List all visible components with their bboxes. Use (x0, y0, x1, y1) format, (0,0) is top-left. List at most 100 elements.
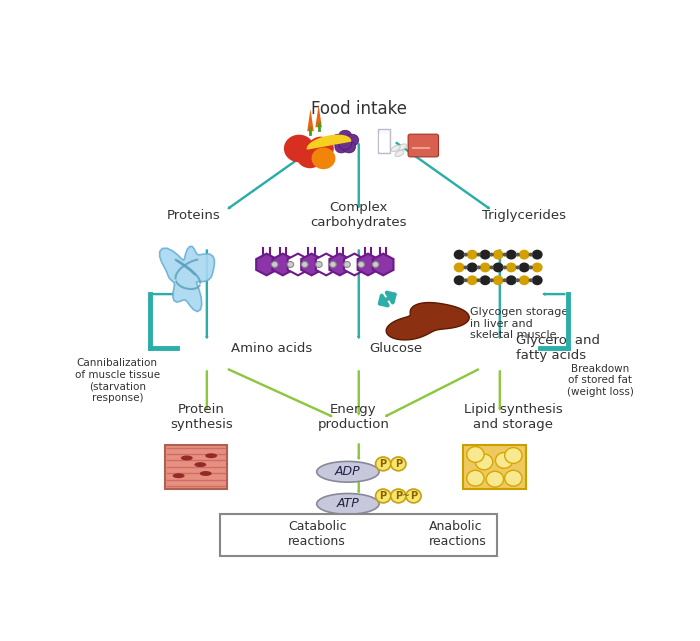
Circle shape (308, 137, 334, 160)
Circle shape (467, 276, 477, 285)
Ellipse shape (316, 494, 379, 514)
Text: Food intake: Food intake (311, 100, 407, 118)
Text: P: P (395, 459, 402, 469)
Circle shape (335, 141, 348, 153)
Text: Triglycerides: Triglycerides (482, 208, 566, 222)
Text: Breakdown
of stored fat
(weight loss): Breakdown of stored fat (weight loss) (567, 364, 634, 397)
Circle shape (532, 276, 542, 285)
Ellipse shape (395, 151, 404, 156)
Polygon shape (301, 254, 322, 276)
Ellipse shape (195, 462, 206, 467)
Circle shape (272, 262, 278, 267)
Circle shape (528, 278, 533, 282)
Ellipse shape (316, 462, 379, 482)
Polygon shape (256, 254, 277, 276)
Circle shape (302, 262, 308, 267)
Circle shape (515, 265, 520, 269)
Circle shape (515, 253, 520, 256)
Circle shape (296, 144, 323, 168)
Circle shape (486, 471, 503, 487)
Circle shape (372, 262, 379, 267)
Polygon shape (288, 254, 308, 276)
Polygon shape (307, 109, 314, 131)
Circle shape (376, 457, 391, 470)
Polygon shape (386, 303, 469, 340)
Circle shape (503, 278, 507, 282)
FancyBboxPatch shape (378, 129, 390, 153)
Polygon shape (316, 254, 337, 276)
Circle shape (454, 276, 465, 285)
Polygon shape (344, 254, 365, 276)
Circle shape (284, 135, 314, 162)
Circle shape (339, 138, 351, 149)
Circle shape (342, 141, 356, 153)
Text: Energy
production: Energy production (317, 403, 389, 431)
Text: Glycerol and
fatty acids: Glycerol and fatty acids (516, 335, 600, 362)
Circle shape (519, 276, 530, 285)
Circle shape (528, 253, 533, 256)
Text: P: P (410, 491, 417, 501)
Circle shape (312, 147, 335, 169)
Circle shape (463, 278, 468, 282)
Circle shape (454, 249, 465, 260)
Circle shape (532, 249, 542, 260)
Text: Catabolic
reactions: Catabolic reactions (288, 520, 347, 549)
Polygon shape (358, 254, 378, 276)
Circle shape (489, 278, 493, 282)
Circle shape (391, 489, 406, 503)
Circle shape (480, 249, 491, 260)
Polygon shape (272, 254, 293, 276)
Circle shape (506, 276, 517, 285)
Circle shape (503, 265, 507, 269)
Text: P: P (379, 459, 386, 469)
Circle shape (358, 262, 365, 267)
Circle shape (475, 454, 493, 470)
Text: Protein
synthesis: Protein synthesis (170, 403, 233, 431)
Circle shape (467, 249, 477, 260)
Circle shape (344, 262, 350, 267)
Text: Glucose: Glucose (370, 342, 423, 355)
Circle shape (467, 470, 484, 486)
Circle shape (287, 262, 294, 267)
Circle shape (332, 134, 344, 146)
Circle shape (454, 263, 465, 272)
Text: Anabolic
reactions: Anabolic reactions (429, 520, 487, 549)
Circle shape (519, 249, 530, 260)
Text: ATP: ATP (337, 497, 359, 510)
Text: Complex
carbohydrates: Complex carbohydrates (311, 201, 407, 229)
Text: ~: ~ (402, 491, 410, 501)
Circle shape (489, 265, 493, 269)
Circle shape (505, 470, 522, 486)
FancyBboxPatch shape (379, 134, 389, 153)
Circle shape (493, 249, 503, 260)
Circle shape (467, 447, 484, 462)
Circle shape (515, 278, 520, 282)
Polygon shape (315, 105, 322, 128)
Ellipse shape (181, 456, 192, 460)
Text: P: P (379, 491, 386, 501)
Ellipse shape (391, 146, 400, 151)
Circle shape (477, 265, 481, 269)
Ellipse shape (173, 473, 185, 478)
FancyBboxPatch shape (220, 513, 497, 556)
Text: P: P (395, 491, 402, 501)
Circle shape (528, 265, 533, 269)
Circle shape (480, 263, 491, 272)
Circle shape (463, 265, 468, 269)
FancyBboxPatch shape (463, 445, 526, 489)
FancyBboxPatch shape (408, 134, 438, 157)
Ellipse shape (205, 453, 217, 458)
Circle shape (463, 253, 468, 256)
Polygon shape (330, 254, 350, 276)
Circle shape (376, 489, 391, 503)
Circle shape (477, 278, 481, 282)
Circle shape (505, 447, 522, 463)
Circle shape (493, 276, 503, 285)
Circle shape (477, 253, 481, 256)
Ellipse shape (199, 471, 211, 476)
Circle shape (406, 489, 421, 503)
Text: Proteins: Proteins (167, 208, 220, 222)
Text: ADP: ADP (335, 465, 361, 478)
Circle shape (506, 263, 517, 272)
Circle shape (391, 457, 406, 470)
